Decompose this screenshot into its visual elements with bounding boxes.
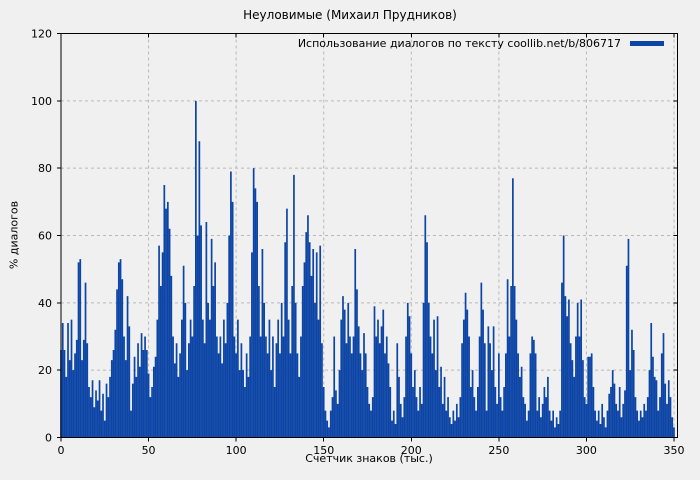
x-axis-label: Счетчик знаков (тыс.) (305, 452, 433, 465)
legend: Использование диалогов по тексту coollib… (298, 37, 664, 50)
x-tick-label: 300 (576, 444, 597, 457)
y-tick-label: 80 (38, 162, 52, 175)
y-tick-label: 100 (31, 95, 52, 108)
legend-swatch-icon (630, 41, 664, 46)
legend-label: Использование диалогов по тексту coollib… (297, 37, 621, 50)
x-tick-label: 100 (226, 444, 247, 457)
x-tick-label: 150 (313, 444, 334, 457)
chart-title: Неуловимые (Михаил Прудников) (243, 8, 457, 22)
x-tick-label: 0 (58, 444, 65, 457)
y-tick-label: 40 (38, 297, 52, 310)
y-tick-label: 120 (31, 28, 52, 41)
x-tick-label: 250 (488, 444, 509, 457)
gridlines (61, 33, 678, 438)
y-tick-label: 60 (38, 230, 52, 243)
x-tick-label: 200 (401, 444, 422, 457)
tick-marks (57, 33, 678, 442)
x-tick-label: 350 (663, 444, 684, 457)
y-axis-label: % диалогов (7, 200, 21, 270)
y-tick-label: 20 (38, 364, 52, 377)
y-tick-label: 0 (45, 432, 52, 445)
bars-path (60, 100, 675, 438)
x-tick-label: 50 (142, 444, 156, 457)
